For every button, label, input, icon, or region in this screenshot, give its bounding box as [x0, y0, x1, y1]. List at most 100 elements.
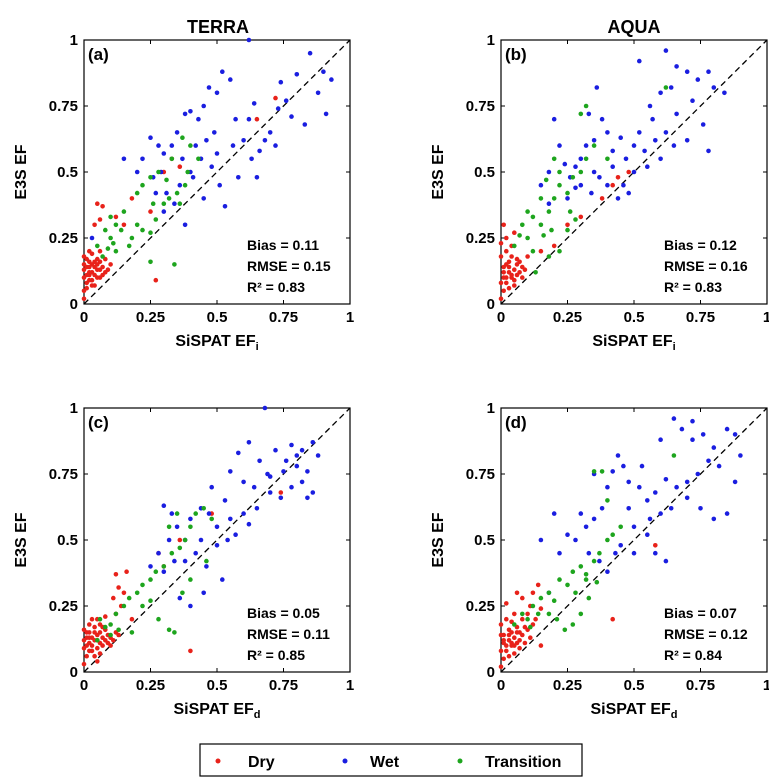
- point-wet: [605, 130, 610, 135]
- x-tick-label: 0.75: [686, 309, 715, 326]
- point-dry: [95, 659, 100, 664]
- point-wet: [591, 169, 597, 175]
- point-dry: [509, 630, 514, 635]
- point-transition: [554, 616, 560, 622]
- point-transition: [148, 598, 153, 603]
- point-dry: [517, 645, 522, 651]
- point-dry: [504, 235, 509, 241]
- point-wet: [711, 85, 717, 90]
- point-wet: [193, 550, 198, 556]
- y-axis-label: E3S EF: [430, 144, 447, 199]
- point-wet: [188, 516, 193, 522]
- point-wet: [201, 196, 206, 201]
- point-dry: [514, 590, 520, 596]
- point-transition: [164, 177, 169, 183]
- point-dry: [100, 272, 105, 278]
- point-transition: [166, 627, 172, 633]
- x-axis-label-subscript: d: [254, 709, 261, 721]
- y-axis-label: E3S EF: [13, 512, 30, 567]
- x-tick-label: 0.75: [269, 309, 298, 326]
- point-wet: [278, 79, 284, 85]
- point-wet: [307, 50, 313, 56]
- series-transition: [95, 135, 201, 267]
- point-wet: [583, 524, 589, 530]
- y-tick-label: 0.5: [57, 164, 78, 181]
- point-dry: [97, 651, 103, 656]
- point-wet: [169, 143, 175, 148]
- point-dry: [81, 638, 87, 643]
- point-dry: [538, 248, 544, 254]
- point-dry: [89, 616, 95, 622]
- point-transition: [97, 616, 103, 622]
- point-transition: [583, 156, 589, 162]
- x-axis-label-subscript: i: [256, 341, 259, 353]
- point-transition: [108, 622, 113, 627]
- point-dry: [538, 606, 544, 611]
- point-transition: [520, 222, 525, 228]
- column-title-aqua: AQUA: [608, 17, 661, 37]
- point-wet: [222, 204, 228, 209]
- point-transition: [570, 569, 576, 574]
- series-wet: [89, 37, 334, 241]
- point-wet: [684, 138, 690, 143]
- point-wet: [565, 532, 570, 537]
- point-dry: [103, 614, 108, 619]
- point-wet: [610, 469, 615, 474]
- legend-label-wet: Wet: [370, 754, 400, 771]
- point-transition: [599, 469, 605, 474]
- point-transition: [188, 577, 193, 582]
- point-dry: [512, 267, 517, 273]
- point-transition: [113, 611, 119, 617]
- point-wet: [653, 490, 658, 495]
- point-dry: [92, 624, 97, 630]
- point-wet: [597, 175, 602, 180]
- point-wet: [642, 148, 647, 154]
- point-dry: [95, 275, 100, 280]
- point-wet: [241, 479, 246, 485]
- point-dry: [512, 277, 517, 283]
- point-wet: [578, 511, 584, 516]
- point-wet: [615, 453, 621, 458]
- point-wet: [321, 69, 326, 74]
- point-transition: [551, 156, 557, 162]
- point-dry: [610, 182, 615, 188]
- legend-marker-wet: [342, 758, 348, 764]
- point-transition: [538, 222, 544, 228]
- point-transition: [610, 532, 615, 537]
- point-transition: [528, 624, 533, 630]
- point-wet: [275, 106, 281, 111]
- point-transition: [95, 638, 100, 643]
- point-wet: [724, 511, 730, 516]
- y-tick-label: 0.5: [474, 164, 495, 181]
- point-transition: [565, 582, 570, 588]
- point-wet: [671, 143, 677, 148]
- point-wet: [706, 69, 711, 74]
- point-wet: [140, 156, 145, 162]
- point-transition: [161, 564, 167, 569]
- y-tick-label: 0: [487, 296, 495, 313]
- point-wet: [233, 532, 238, 537]
- point-transition: [121, 209, 127, 214]
- x-tick-label: 0.25: [553, 309, 582, 326]
- x-tick-label: 1: [763, 309, 769, 326]
- point-wet: [586, 550, 592, 556]
- point-transition: [591, 469, 597, 474]
- point-wet: [695, 77, 701, 82]
- point-transition: [586, 595, 592, 601]
- point-wet: [732, 432, 738, 437]
- point-transition: [546, 254, 552, 259]
- point-dry: [87, 648, 92, 654]
- y-tick-label: 1: [487, 32, 495, 49]
- point-dry: [504, 616, 509, 622]
- point-wet: [626, 506, 631, 511]
- point-dry: [506, 653, 512, 659]
- point-wet: [653, 550, 658, 556]
- series-transition: [512, 453, 677, 633]
- point-wet: [209, 164, 214, 169]
- point-dry: [105, 267, 111, 273]
- point-dry: [615, 175, 621, 180]
- point-wet: [228, 77, 233, 82]
- point-transition: [597, 550, 602, 556]
- point-wet: [251, 484, 257, 490]
- point-wet: [148, 564, 153, 569]
